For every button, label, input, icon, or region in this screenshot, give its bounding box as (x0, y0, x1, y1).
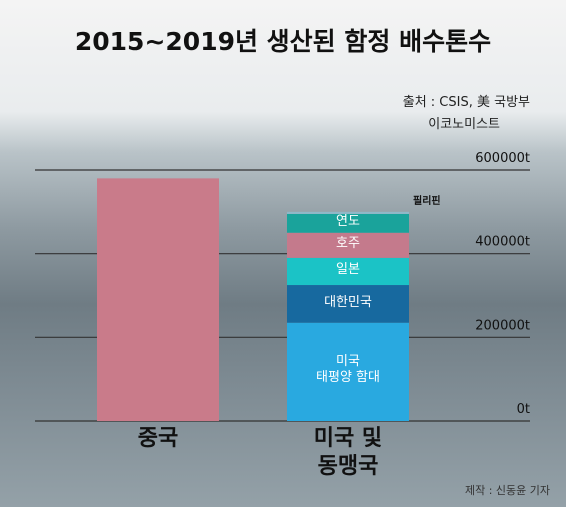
bar-segment (287, 213, 409, 233)
bar-segment (287, 211, 409, 214)
segment-label: 대한민국 (324, 294, 372, 310)
segment-label: 호주 (336, 236, 360, 252)
x-tick-label: 중국 (137, 426, 179, 451)
bar-segment (287, 285, 409, 323)
segment-label: 일본 (336, 262, 360, 278)
bar-segment (97, 178, 219, 421)
y-tick-label: 400000t (475, 235, 530, 250)
segment-label: 필리핀 (413, 195, 441, 207)
segment-label: 연도 (336, 214, 360, 230)
bar-segment (287, 232, 409, 258)
segment-label: 미국 태평양 함대 (316, 353, 380, 386)
x-tick-label: 미국 및 동맹국 (313, 426, 383, 479)
y-tick-label: 200000t (475, 318, 530, 333)
bar-segment (287, 322, 409, 421)
y-tick-label: 0t (517, 402, 530, 417)
source: 이코노미스트 (428, 117, 500, 132)
bar-segment (287, 257, 409, 286)
source: 출처 : CSIS, 美 국방부 (403, 95, 530, 110)
credit: 제작 : 신동윤 기자 (465, 484, 550, 497)
chart-title: 2015~2019년 생산된 함정 배수톤수 (75, 27, 491, 56)
y-tick-label: 600000t (475, 151, 530, 166)
